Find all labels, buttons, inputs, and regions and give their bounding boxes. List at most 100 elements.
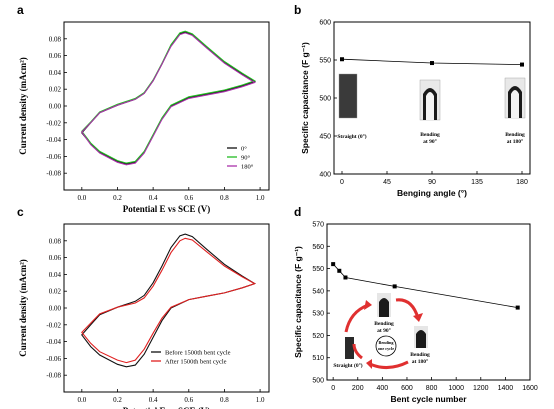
y-tick-label: 550 — [312, 266, 324, 273]
y-tick-label: 540 — [312, 288, 324, 295]
x-tick-label: 0.0 — [77, 396, 86, 404]
annotation-cycle: Bending — [379, 340, 395, 345]
x-tick-label: 400 — [377, 385, 389, 392]
plot-frame — [63, 21, 270, 191]
bent-sample-highlight — [426, 92, 434, 120]
data-point — [331, 262, 336, 267]
bent-sample-shape — [416, 330, 426, 348]
panel-a-cv-bending-angles: 0.0 0.2 0.4 0.6 0.8 1.0 -0.08 -0.06 -0.04 -0.02 0.… — [18, 21, 270, 214]
y-tick-label: -0.06 — [46, 355, 61, 363]
y-tick-label: 450 — [319, 134, 331, 141]
cv-loop-2 — [81, 237, 257, 364]
cv-loop-2 — [81, 30, 256, 164]
annotation-straight: Straight (0°) — [333, 362, 362, 369]
annotation-bending-angle: at 90° — [377, 327, 391, 334]
plot-frame — [326, 223, 531, 381]
panel-b-capacitance-vs-angle: 0 45 90 135 180 400 450 500 550 600 Benging angle … — [300, 20, 531, 198]
panel-label-d: d — [294, 205, 301, 219]
x-tick-label: 800 — [426, 385, 438, 392]
y-tick-label: -0.04 — [46, 136, 61, 144]
cycle-arrow — [395, 298, 420, 319]
y-tick-label: 0.06 — [49, 52, 62, 60]
x-tick-label: 0 — [331, 385, 335, 392]
x-tick-label: 200 — [352, 385, 364, 392]
y-tick-label: -0.08 — [46, 170, 61, 178]
x-tick-label: 0.8 — [220, 194, 229, 202]
y-tick-label: 530 — [312, 311, 324, 318]
x-tick-label: 90 — [428, 179, 436, 186]
plot-frame — [63, 223, 270, 393]
cycle-arrow-head — [364, 300, 372, 310]
x-tick-label: 180 — [516, 179, 528, 186]
annotation-bending-angle: at 180° — [412, 358, 428, 365]
y-tick-label: -0.02 — [46, 321, 61, 329]
cycle-arrow-head — [413, 313, 423, 322]
x-axis-title: Potential E vs SCE (V) — [123, 204, 211, 214]
y-tick-label: 400 — [319, 172, 331, 179]
y-tick-label: -0.04 — [46, 338, 61, 346]
annotation-cycle: one cycle — [378, 346, 394, 351]
y-tick-label: 500 — [319, 96, 331, 103]
sample-photo-straight — [345, 337, 354, 359]
x-tick-label: 0.8 — [220, 396, 229, 404]
y-tick-label: 0.02 — [49, 288, 62, 296]
data-point — [430, 61, 434, 66]
y-tick-label: -0.06 — [46, 153, 61, 161]
annotation-straight: Straight (0°) — [337, 133, 366, 140]
y-tick-label: 570 — [312, 222, 324, 229]
y-tick-label: 520 — [312, 333, 324, 340]
panel-label-a: a — [17, 3, 24, 17]
x-tick-label: 1.0 — [256, 396, 265, 404]
sample-photo — [338, 73, 358, 119]
y-tick-label: 550 — [319, 58, 331, 65]
data-point — [515, 305, 520, 310]
y-axis-title: Current density (mAcm²) — [18, 259, 28, 357]
y-tick-label: 500 — [312, 378, 324, 385]
cycle-arrow — [352, 343, 363, 360]
x-tick-label: 1200 — [473, 385, 489, 392]
bent-sample-shape — [379, 298, 389, 317]
legend-label: Before 1500th bent cycle — [165, 350, 231, 357]
y-tick-label: 560 — [312, 244, 324, 251]
data-point — [343, 275, 348, 280]
annotation-bending: Bending — [505, 132, 525, 138]
data-point — [340, 57, 344, 62]
x-tick-label: 0.0 — [77, 194, 86, 202]
x-tick-label: 0.2 — [113, 194, 122, 202]
annotation-bending: Bending — [420, 132, 440, 138]
x-tick-label: 135 — [471, 179, 483, 186]
bent-sample-highlight — [511, 90, 519, 118]
x-tick-label: 1.0 — [256, 194, 265, 202]
x-tick-label: 0.6 — [184, 396, 193, 404]
panel-label-c: c — [17, 205, 24, 219]
y-tick-label: 0.04 — [49, 271, 62, 279]
x-tick-label: 0 — [340, 179, 344, 186]
x-axis-title: Bent cycle number — [390, 394, 467, 404]
y-tick-label: 0.08 — [49, 237, 62, 245]
y-tick-label: 0.04 — [49, 69, 62, 77]
data-point — [392, 284, 397, 289]
x-tick-label: 0.6 — [184, 194, 193, 202]
annotation-bending-angle: at 90° — [423, 138, 437, 145]
panel-c-cv-before-after: 0.0 0.2 0.4 0.6 0.8 1.0 -0.08 -0.06 -0.04 -0.02 0.… — [18, 223, 270, 409]
y-tick-label: 0.06 — [49, 254, 62, 262]
legend-label: 180° — [241, 164, 254, 171]
series-line — [332, 263, 518, 308]
y-axis-title: Specific capacitance (F g⁻¹) — [293, 246, 303, 358]
y-tick-label: 0.08 — [49, 35, 62, 43]
annotation-bending: Bending — [410, 352, 430, 358]
x-axis-title: Potential E vs SCE (V) — [123, 406, 211, 409]
x-axis-title: Benging angle (°) — [397, 188, 467, 198]
y-tick-label: 510 — [312, 355, 324, 362]
cv-loop-1 — [81, 233, 256, 368]
x-tick-label: 1400 — [498, 385, 514, 392]
x-tick-label: 600 — [401, 385, 413, 392]
data-point — [337, 268, 342, 273]
y-tick-label: 0.02 — [49, 86, 62, 94]
y-axis-title: Current density (mAcm²) — [18, 57, 28, 155]
x-tick-label: 1000 — [448, 385, 464, 392]
x-tick-label: 1600 — [522, 385, 538, 392]
x-tick-label: 0.4 — [149, 396, 158, 404]
cycle-circle — [375, 335, 397, 357]
data-point — [520, 62, 524, 67]
